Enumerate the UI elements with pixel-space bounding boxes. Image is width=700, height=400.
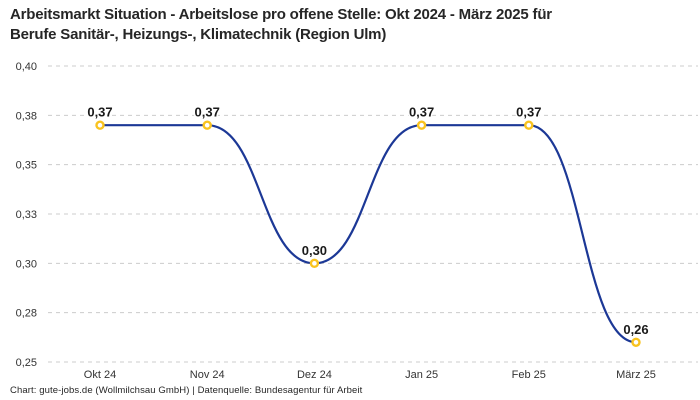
data-point-label: 0,37 bbox=[195, 105, 220, 120]
y-axis-tick-label: 0,33 bbox=[16, 209, 37, 221]
chart-title: Arbeitsmarkt Situation - Arbeitslose pro… bbox=[10, 5, 650, 45]
data-point-label: 0,26 bbox=[623, 322, 648, 337]
data-point-marker[interactable] bbox=[524, 120, 534, 130]
series-line bbox=[98, 124, 638, 344]
chart-title-line1: Arbeitsmarkt Situation - Arbeitslose pro… bbox=[10, 6, 552, 23]
chart-title-line2: Berufe Sanitär-, Heizungs-, Klimatechnik… bbox=[10, 26, 387, 43]
data-point-label: 0,37 bbox=[516, 105, 541, 120]
y-axis-tick-label: 0,40 bbox=[16, 61, 37, 73]
data-point-label: 0,37 bbox=[87, 105, 112, 120]
y-axis-tick-label: 0,25 bbox=[16, 357, 37, 369]
x-axis-tick-label: Jan 25 bbox=[405, 369, 438, 381]
x-axis-tick-label: Feb 25 bbox=[512, 369, 546, 381]
data-point-marker[interactable] bbox=[631, 337, 641, 347]
y-axis-tick-label: 0,28 bbox=[16, 308, 37, 320]
data-point-marker[interactable] bbox=[95, 120, 105, 130]
data-point-marker[interactable] bbox=[416, 120, 427, 130]
chart-source-credit: Chart: gute-jobs.de (Wollmilchsau GmbH) … bbox=[10, 385, 363, 396]
x-axis-tick-label: Nov 24 bbox=[190, 369, 225, 381]
data-point-label: 0,30 bbox=[302, 243, 327, 258]
x-axis-tick-label: März 25 bbox=[616, 369, 656, 381]
data-point-marker[interactable] bbox=[202, 120, 212, 130]
y-axis-tick-label: 0,30 bbox=[16, 258, 37, 270]
y-axis-tick-label: 0,35 bbox=[16, 160, 37, 172]
y-axis-tick-label: 0,38 bbox=[16, 110, 37, 122]
x-axis-tick-label: Dez 24 bbox=[297, 369, 332, 381]
data-point-marker[interactable] bbox=[309, 258, 320, 269]
x-axis-tick-label: Okt 24 bbox=[84, 369, 116, 381]
data-point-label: 0,37 bbox=[409, 105, 434, 120]
